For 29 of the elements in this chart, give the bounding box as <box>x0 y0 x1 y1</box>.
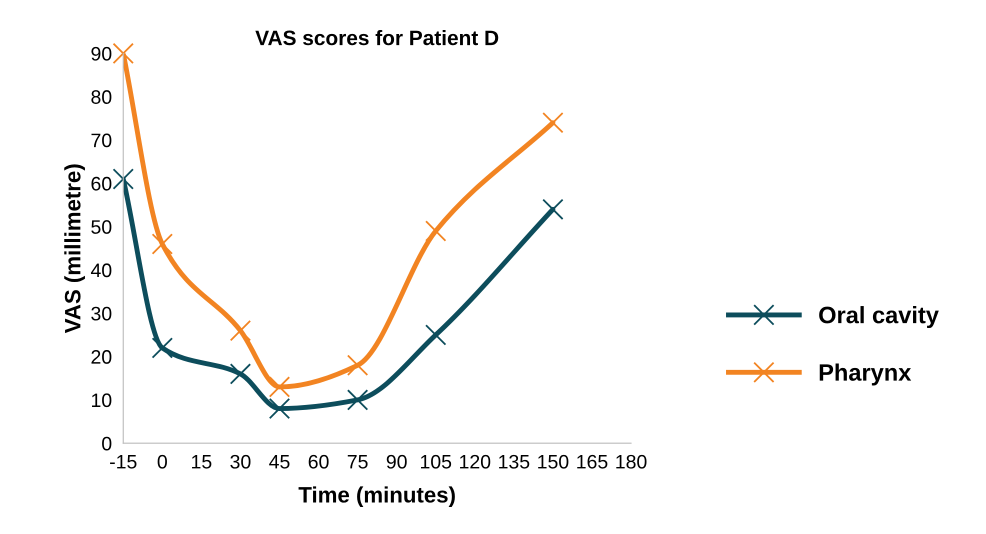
x-axis-title: Time (minutes) <box>298 486 455 508</box>
x-tick-label: 135 <box>499 454 530 469</box>
x-tick-label: 105 <box>421 454 452 469</box>
y-tick-label: 30 <box>91 306 112 321</box>
x-tick-label: 180 <box>616 454 646 469</box>
y-axis-title: VAS (millimetre) <box>64 164 85 334</box>
x-tick-label: 165 <box>577 454 608 469</box>
y-tick-label: 40 <box>90 263 112 278</box>
y-tick-label: 70 <box>92 133 112 148</box>
x-tick-label: 15 <box>192 455 212 469</box>
x-tick-label: 120 <box>460 454 490 469</box>
y-tick-label: 50 <box>91 220 112 234</box>
chart-title: VAS scores for Patient D <box>255 30 498 46</box>
y-tick-label: 10 <box>92 393 112 408</box>
x-tick-label: 90 <box>386 454 407 469</box>
x-tick-label: 60 <box>308 454 329 469</box>
x-tick-label: 45 <box>269 455 290 469</box>
legend-label: Pharynx <box>820 363 912 386</box>
legend-label: Oral cavity <box>819 306 939 328</box>
x-tick-label: -15 <box>110 455 136 469</box>
y-tick-label: 90 <box>91 46 112 61</box>
x-tick-label: 150 <box>538 454 568 469</box>
x-tick-label: 75 <box>348 455 368 469</box>
x-tick-label: 0 <box>158 454 167 469</box>
y-tick-label: 20 <box>91 350 112 364</box>
y-tick-label: 60 <box>92 176 112 191</box>
y-tick-label: 80 <box>91 90 112 104</box>
x-tick-label: 30 <box>230 454 250 469</box>
y-tick-label: 0 <box>102 436 112 450</box>
